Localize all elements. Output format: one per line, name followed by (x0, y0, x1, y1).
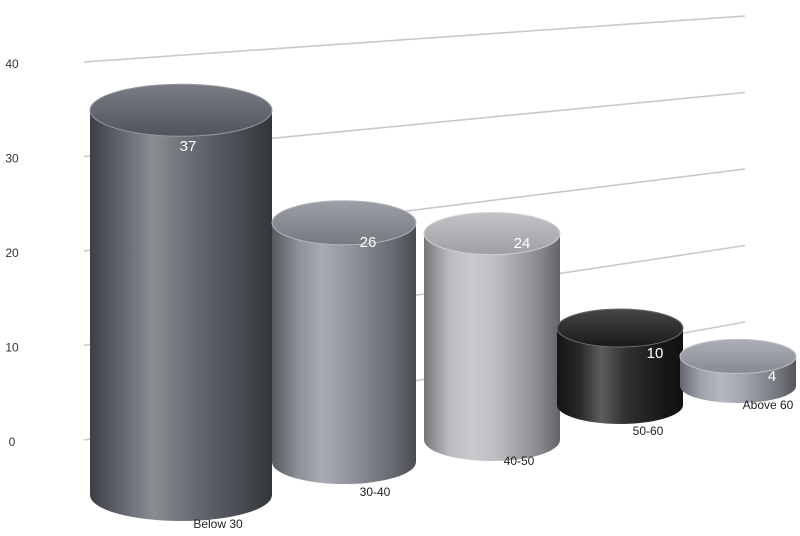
category-label: 50-60 (633, 424, 664, 438)
y-tick-label: 20 (5, 246, 19, 260)
category-label: Above 60 (743, 398, 794, 412)
bar-top-cap (556, 308, 684, 348)
category-label: Below 30 (193, 517, 243, 531)
bar-body (90, 110, 272, 521)
bar-50-60: 10 50-60 (556, 308, 684, 438)
bar-40-50: 24 40-50 (423, 212, 561, 468)
bars: 37 Below 30 26 30-40 24 40-50 10 50-60 4 Above 60 (89, 83, 797, 531)
data-label: 26 (360, 234, 377, 251)
bar-body (557, 328, 683, 424)
gridline (83, 15, 746, 63)
bar-body (272, 222, 416, 484)
y-axis-ticks: 0 10 20 30 40 (5, 57, 19, 449)
bar-top-cap (679, 338, 797, 374)
data-label: 37 (180, 138, 197, 155)
category-label: 40-50 (504, 454, 535, 468)
y-tick-label: 40 (5, 57, 19, 71)
bar-above-60: 4 Above 60 (679, 338, 797, 412)
bar-30-40: 26 30-40 (271, 200, 417, 499)
bar-top-cap (89, 83, 273, 137)
y-tick-label: 30 (5, 152, 19, 166)
y-tick-label: 0 (9, 435, 16, 449)
data-label: 24 (514, 235, 531, 252)
bar-top-cap (423, 212, 561, 256)
bar-below-30: 37 Below 30 (89, 83, 273, 531)
category-label: 30-40 (360, 485, 391, 499)
y-tick-label: 10 (5, 341, 19, 355)
data-label: 4 (768, 368, 776, 385)
data-label: 10 (647, 345, 664, 362)
bar-top-cap (271, 200, 417, 246)
bar-body (424, 233, 560, 461)
